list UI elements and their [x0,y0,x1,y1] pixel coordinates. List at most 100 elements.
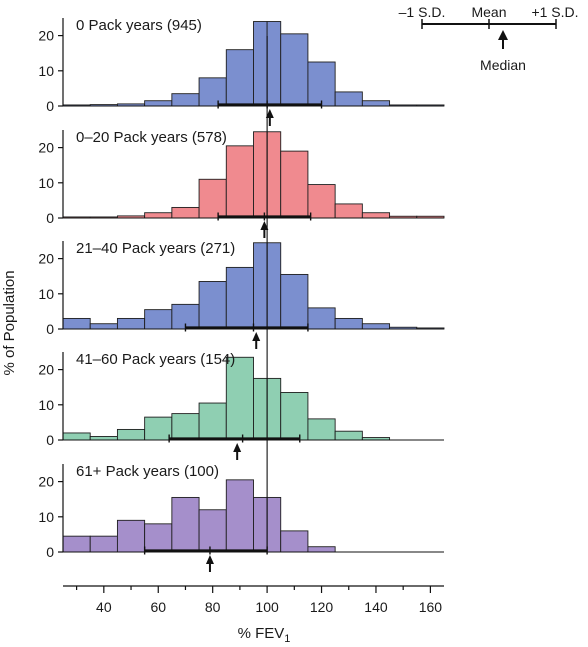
histogram-bar [89,535,118,553]
y-tick-label: 0 [46,98,54,114]
x-axis-label: % FEV1 [238,625,291,645]
histogram-bar [280,530,309,553]
histogram-bar [307,546,336,553]
histogram-bar [307,61,336,107]
histogram-bar [116,519,146,553]
panel-title: 41–60 Pack years (154) [76,351,235,368]
histogram-bar [116,428,146,441]
legend: –1 S.D. Mean +1 S.D. Median [399,4,579,73]
legend-mean-label: Mean [471,4,506,20]
x-axis-label-subscript: 1 [284,633,290,645]
histogram-bar [307,184,336,219]
histogram-bar [280,392,309,441]
histogram-bar [266,21,282,107]
histogram-bar [307,418,336,441]
histogram-bar [307,307,336,330]
y-tick-label: 10 [38,175,54,191]
histogram-bar [62,535,91,553]
histogram-bar [144,416,173,441]
x-axis-label-main: % FEV [238,625,285,642]
histogram-bar [334,317,363,330]
y-tick-label: 0 [46,432,54,448]
histogram-bar [171,413,200,441]
histogram-bar [280,150,309,219]
histogram-bar [225,49,254,107]
y-axis-label: % of Population [1,270,18,375]
histogram-bar [144,100,173,107]
histogram-bar [225,479,254,553]
histogram-bar [334,203,363,219]
histogram-bar [198,509,227,553]
x-tick-label: 160 [419,599,443,615]
x-tick-label: 100 [255,599,279,615]
y-tick-label: 10 [38,509,54,525]
x-tick-label: 120 [310,599,334,615]
panels-layer: 0 10 20 0 Pack years (945) 0 10 20 0–20 Pack ye… [38,17,445,572]
histogram-bar [62,317,91,330]
legend-plus-sd-label: +1 S.D. [531,4,578,20]
histogram-bar [253,242,268,330]
histogram-bar [89,323,118,330]
histogram-panel: 0 10 20 61+ Pack years (100) [38,463,444,572]
y-tick-label: 0 [46,544,54,560]
histogram-bar [171,93,200,107]
histogram-bar [361,100,391,107]
x-tick-label: 140 [364,599,388,615]
histogram-bar [280,33,309,107]
histogram-bar [225,356,254,441]
histogram-bar [198,281,227,330]
histogram-bar [334,91,363,107]
legend-median-arrow-icon [498,30,508,49]
panel-title: 0–20 Pack years (578) [76,129,227,146]
y-tick-label: 20 [38,140,54,156]
median-arrow-icon [205,555,214,572]
y-tick-label: 10 [38,286,54,302]
panel-title: 0 Pack years (945) [76,17,202,34]
histogram-bar [171,206,200,219]
histogram-bar [361,212,391,219]
histogram-bar [198,178,227,219]
histogram-bar [171,496,200,553]
histogram-bar [266,131,282,219]
y-tick-label: 20 [38,474,54,490]
x-tick-label: 80 [205,599,221,615]
histogram-bar [334,430,363,441]
histogram-panel: 0 10 20 0–20 Pack years (578) [38,129,445,238]
histogram-bar [225,266,254,330]
median-arrow-icon [252,332,261,349]
histogram-bar [116,317,146,330]
median-arrow-icon [233,443,242,460]
histogram-bar [361,323,391,330]
y-tick-label: 20 [38,28,54,44]
median-arrow-icon [260,221,269,238]
legend-minus-sd-label: –1 S.D. [399,4,446,20]
histogram-bar [266,496,282,553]
histogram-bar [253,131,268,219]
y-tick-label: 10 [38,63,54,79]
histogram-bar [266,377,282,441]
x-tick-label: 40 [96,599,112,615]
histogram-bar [253,21,268,107]
panel-title: 21–40 Pack years (271) [76,240,235,257]
y-tick-label: 20 [38,362,54,378]
histogram-panel: 0 10 20 41–60 Pack years (154) [38,351,444,460]
histogram-bar [280,273,309,330]
histogram-bar [144,523,173,553]
histogram-bar [253,377,268,441]
histogram-bar [62,432,91,441]
histogram-bar [144,212,173,219]
histogram-bar [266,242,282,330]
panel-title: 61+ Pack years (100) [76,463,219,480]
histogram-bar [198,402,227,441]
x-tick-label: 60 [150,599,166,615]
histogram-panel: 0 10 20 0 Pack years (945) [38,17,445,126]
histogram-bar [253,496,268,553]
histogram-bar [89,436,118,441]
x-axis: 40 60 80 100 120 140 160 [63,585,444,615]
median-arrow-icon [265,109,274,126]
histogram-bar [225,145,254,219]
legend-median-label: Median [480,57,526,73]
histogram-panel: 0 10 20 21–40 Pack years (271) [38,240,445,349]
histogram-bar [144,309,173,330]
